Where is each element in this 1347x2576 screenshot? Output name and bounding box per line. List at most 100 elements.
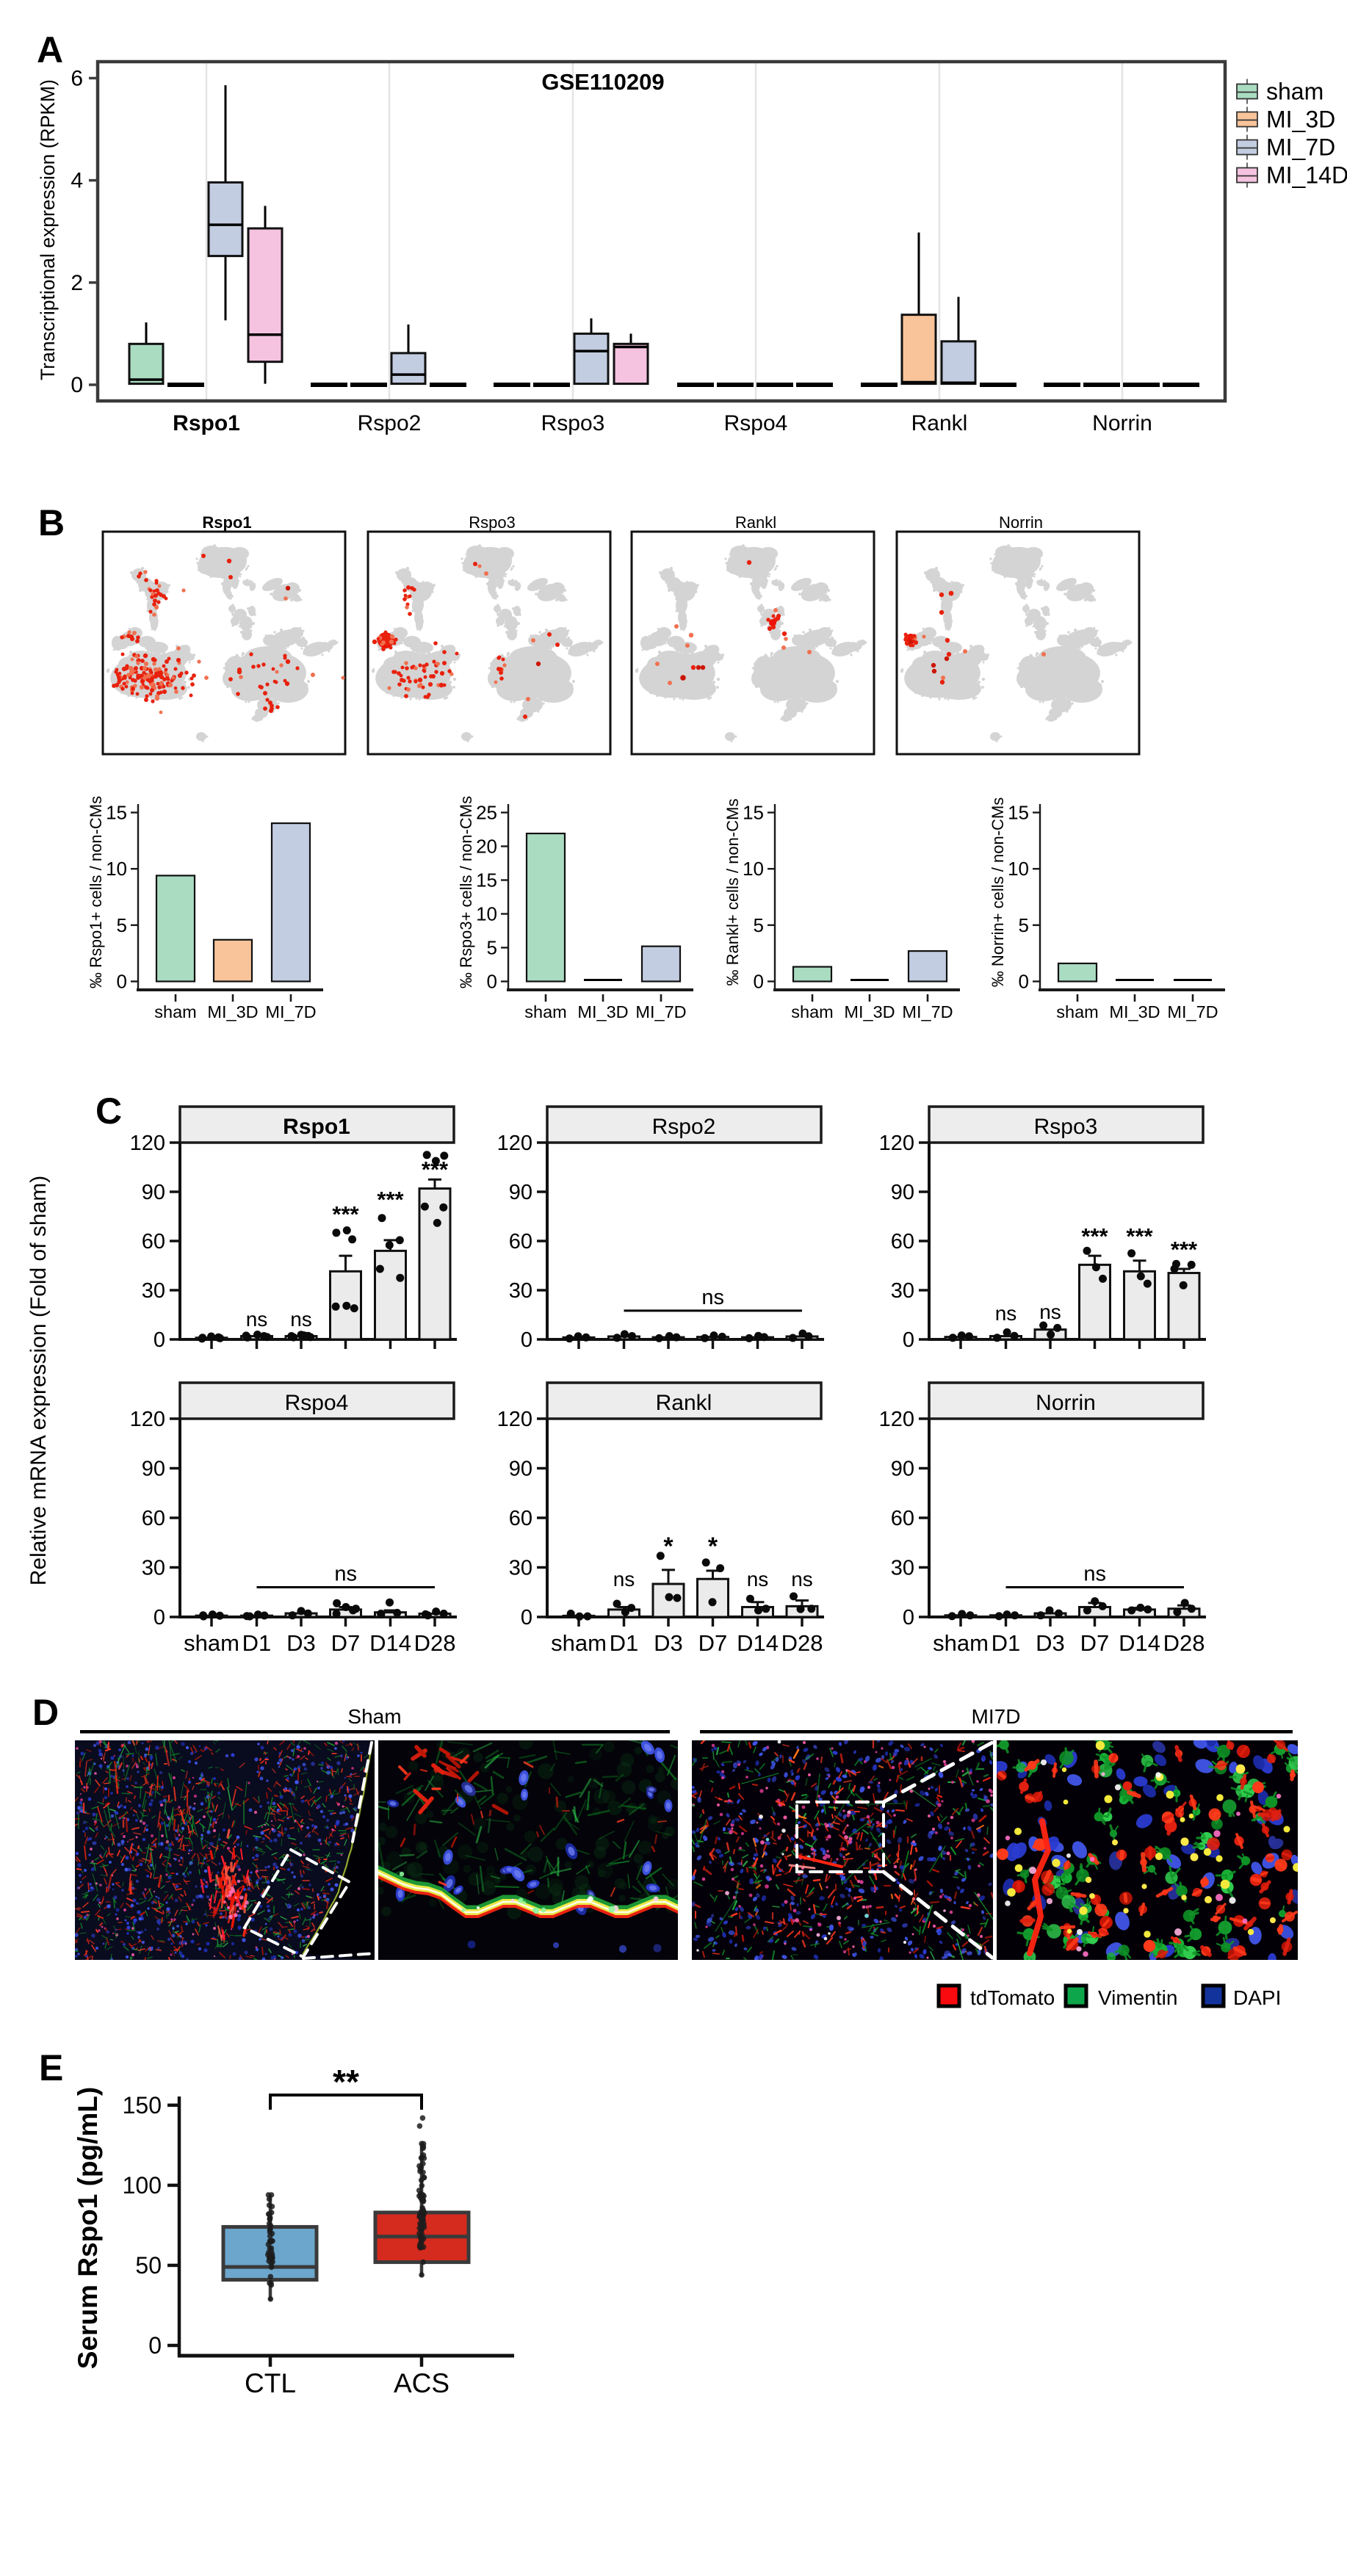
- svg-text:D28: D28: [414, 1630, 456, 1656]
- svg-text:60: 60: [142, 1230, 165, 1253]
- svg-text:Rspo2: Rspo2: [652, 1115, 716, 1139]
- svg-text:120: 120: [497, 1132, 532, 1155]
- svg-text:ns: ns: [701, 1286, 724, 1309]
- svg-text:120: 120: [879, 1408, 914, 1431]
- svg-text:90: 90: [891, 1458, 914, 1481]
- svg-text:MI_3D: MI_3D: [577, 1002, 628, 1021]
- svg-text:‰ Rspo3+ cells / non-CMs: ‰ Rspo3+ cells / non-CMs: [457, 796, 475, 988]
- svg-text:D3: D3: [286, 1630, 316, 1656]
- svg-text:D3: D3: [654, 1630, 683, 1656]
- svg-text:ns: ns: [290, 1308, 312, 1331]
- svg-text:120: 120: [879, 1132, 914, 1155]
- svg-text:30: 30: [142, 1279, 165, 1303]
- svg-text:*: *: [663, 1533, 674, 1560]
- svg-text:ns: ns: [1039, 1300, 1061, 1323]
- svg-text:MI7D: MI7D: [972, 1705, 1021, 1728]
- svg-text:ns: ns: [613, 1568, 635, 1591]
- svg-text:0: 0: [1019, 971, 1029, 993]
- svg-text:90: 90: [509, 1458, 532, 1481]
- svg-text:D14: D14: [737, 1630, 779, 1656]
- svg-text:ns: ns: [334, 1563, 357, 1586]
- svg-text:60: 60: [509, 1230, 532, 1253]
- svg-text:***: ***: [1081, 1223, 1108, 1249]
- svg-text:MI_14D: MI_14D: [1266, 162, 1347, 189]
- svg-text:sham: sham: [1266, 79, 1323, 105]
- svg-text:Rankl: Rankl: [911, 411, 968, 435]
- svg-text:D7: D7: [698, 1630, 728, 1656]
- svg-text:60: 60: [891, 1507, 914, 1530]
- svg-text:4: 4: [71, 169, 83, 193]
- svg-text:Sham: Sham: [347, 1705, 401, 1728]
- svg-text:120: 120: [130, 1408, 165, 1431]
- svg-text:5: 5: [487, 937, 497, 959]
- svg-text:MI_7D: MI_7D: [635, 1002, 686, 1021]
- svg-text:10: 10: [106, 858, 127, 880]
- svg-text:10: 10: [476, 903, 497, 925]
- svg-text:Vimentin: Vimentin: [1098, 1986, 1177, 2009]
- svg-text:ns: ns: [246, 1308, 268, 1331]
- svg-text:D1: D1: [992, 1630, 1021, 1656]
- svg-text:0: 0: [903, 1606, 914, 1629]
- svg-text:Rspo3: Rspo3: [541, 411, 605, 435]
- svg-text:‰ Norrin+ cells / non-CMs: ‰ Norrin+ cells / non-CMs: [989, 797, 1007, 988]
- svg-text:120: 120: [130, 1132, 165, 1155]
- svg-text:D1: D1: [610, 1630, 639, 1656]
- svg-text:MI_7D: MI_7D: [1266, 134, 1335, 161]
- svg-text:0: 0: [71, 373, 83, 397]
- svg-text:50: 50: [135, 2252, 162, 2279]
- svg-text:ns: ns: [747, 1568, 769, 1591]
- svg-text:ns: ns: [995, 1302, 1017, 1325]
- svg-text:Rspo1: Rspo1: [283, 1115, 350, 1139]
- svg-text:30: 30: [891, 1279, 914, 1303]
- svg-text:90: 90: [142, 1458, 165, 1481]
- svg-text:MI_7D: MI_7D: [902, 1002, 953, 1021]
- svg-text:90: 90: [509, 1181, 532, 1204]
- svg-text:Serum Rspo1 (pg/mL): Serum Rspo1 (pg/mL): [73, 2087, 103, 2369]
- svg-text:MI_7D: MI_7D: [265, 1002, 316, 1021]
- svg-text:Rspo3: Rspo3: [1034, 1115, 1098, 1139]
- svg-text:0: 0: [754, 971, 764, 993]
- svg-text:60: 60: [142, 1507, 165, 1530]
- svg-text:***: ***: [1171, 1237, 1198, 1262]
- svg-text:6: 6: [71, 66, 83, 90]
- svg-text:30: 30: [891, 1557, 914, 1580]
- svg-text:sham: sham: [1056, 1002, 1098, 1021]
- svg-text:15: 15: [476, 869, 497, 891]
- svg-text:Norrin: Norrin: [999, 513, 1043, 532]
- svg-text:D7: D7: [1080, 1630, 1110, 1656]
- svg-text:MI_3D: MI_3D: [844, 1002, 895, 1021]
- svg-text:0: 0: [521, 1328, 532, 1352]
- svg-text:D7: D7: [331, 1630, 361, 1656]
- svg-text:sham: sham: [524, 1002, 566, 1021]
- svg-text:Norrin: Norrin: [1092, 411, 1152, 435]
- svg-text:MI_3D: MI_3D: [1109, 1002, 1160, 1021]
- svg-text:GSE110209: GSE110209: [541, 69, 664, 95]
- svg-text:10: 10: [743, 858, 764, 880]
- svg-text:sham: sham: [791, 1002, 833, 1021]
- svg-text:20: 20: [476, 836, 497, 858]
- svg-text:30: 30: [509, 1279, 532, 1303]
- svg-text:0: 0: [903, 1328, 914, 1352]
- svg-text:sham: sham: [933, 1630, 989, 1656]
- svg-text:B: B: [38, 502, 65, 543]
- svg-text:‰ Rspo1+ cells / non-CMs: ‰ Rspo1+ cells / non-CMs: [87, 796, 105, 988]
- svg-text:MI_3D: MI_3D: [1266, 106, 1335, 133]
- svg-text:150: 150: [123, 2092, 162, 2119]
- svg-text:D3: D3: [1036, 1630, 1065, 1656]
- svg-text:25: 25: [476, 802, 497, 824]
- svg-text:D14: D14: [369, 1630, 411, 1656]
- svg-text:A: A: [37, 29, 63, 70]
- svg-text:60: 60: [509, 1507, 532, 1530]
- svg-text:***: ***: [422, 1157, 449, 1182]
- svg-text:DAPI: DAPI: [1233, 1986, 1281, 2009]
- svg-text:D14: D14: [1119, 1630, 1160, 1656]
- svg-text:D28: D28: [1163, 1630, 1205, 1656]
- svg-text:5: 5: [1019, 914, 1029, 936]
- svg-text:Rspo4: Rspo4: [285, 1391, 349, 1415]
- svg-text:Norrin: Norrin: [1036, 1391, 1096, 1415]
- svg-text:Rspo4: Rspo4: [724, 411, 788, 435]
- svg-text:sham: sham: [551, 1630, 607, 1656]
- svg-text:30: 30: [142, 1557, 165, 1580]
- svg-text:15: 15: [1008, 802, 1029, 824]
- svg-text:MI_7D: MI_7D: [1167, 1002, 1218, 1021]
